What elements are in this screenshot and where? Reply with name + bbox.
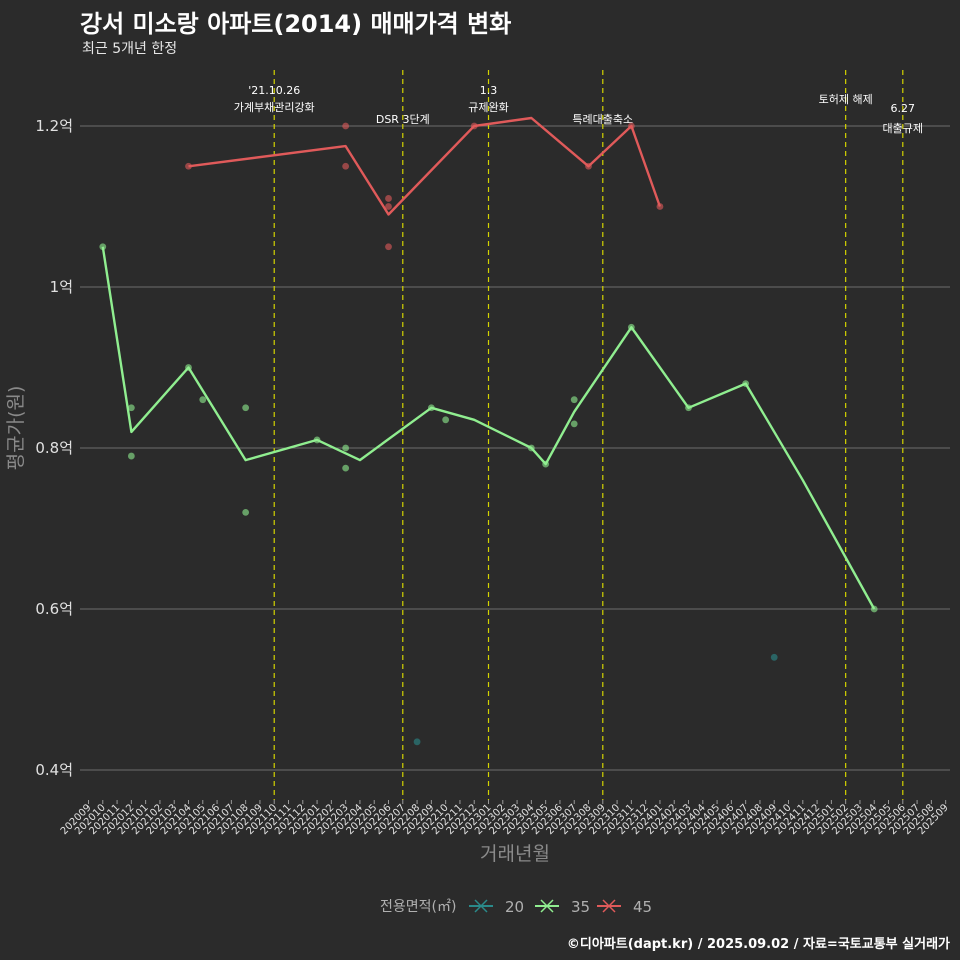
x-axis-title: 거래년월 <box>480 843 550 865</box>
legend-label: 35 <box>571 898 590 916</box>
y-tick-label: 0.6억 <box>35 600 73 618</box>
data-point-20 <box>770 653 778 661</box>
chart-subtitle: 최근 5개년 한정 <box>82 41 178 57</box>
data-point-35 <box>127 404 135 412</box>
data-point-45 <box>385 243 392 251</box>
y-tick-label: 0.4억 <box>35 761 73 779</box>
data-point-20 <box>413 738 421 746</box>
data-series <box>99 116 878 746</box>
event-label: 토허제 해제 <box>819 92 873 106</box>
data-point-35 <box>99 243 107 251</box>
legend-key-cross <box>540 899 554 913</box>
data-point-35 <box>127 452 135 460</box>
legend-key-cross <box>602 899 616 913</box>
event-label: 1.3 <box>480 84 498 97</box>
y-tick-label: 1억 <box>50 278 73 296</box>
data-point-35 <box>342 464 350 472</box>
event-label: DSR 3단계 <box>376 113 430 126</box>
data-point-45 <box>385 203 392 210</box>
legend-label: 45 <box>633 898 652 916</box>
data-point-35 <box>570 396 578 404</box>
axes: 거래년월 평균가(원) 2020092020102020112020122021… <box>5 386 951 865</box>
data-point-35 <box>442 416 450 424</box>
data-point-35 <box>242 509 250 516</box>
data-point-35 <box>242 404 250 412</box>
event-label: '21.10.26 <box>248 84 300 97</box>
data-point-45 <box>385 195 392 202</box>
event-label: 규제완화 <box>468 101 508 114</box>
event-label: 6.27 <box>891 102 916 115</box>
event-label: 가계부채관리강화 <box>234 101 315 114</box>
legend: 전용면적(㎡) 20 35 45 <box>380 898 652 916</box>
series-line-45 <box>188 116 662 216</box>
y-axis-title: 평균가(원) <box>5 386 27 471</box>
source-caption: ©디아파트(dapt.kr) / 2025.09.02 / 자료=국토교통부 실… <box>566 937 950 952</box>
data-point-35 <box>199 396 207 404</box>
legend-title: 전용면적(㎡) <box>380 899 456 915</box>
y-tick-label: 1.2억 <box>35 117 73 135</box>
data-point-45 <box>342 162 350 170</box>
legend-label: 20 <box>505 898 524 916</box>
data-point-45 <box>342 122 350 130</box>
data-point-35 <box>342 444 350 452</box>
y-tick-label: 0.8억 <box>35 439 73 457</box>
chart-title: 강서 미소랑 아파트(2014) 매매가격 변화 <box>80 10 512 38</box>
event-label: 대출규제 <box>883 122 923 135</box>
legend-key-cross <box>474 899 488 913</box>
data-point-35 <box>570 420 578 428</box>
series-line-35 <box>101 246 876 610</box>
event-label: 특례대출축소 <box>572 113 633 126</box>
grid-lines: 0.4억 0.6억 0.8억 1억 1.2억 <box>35 117 950 779</box>
